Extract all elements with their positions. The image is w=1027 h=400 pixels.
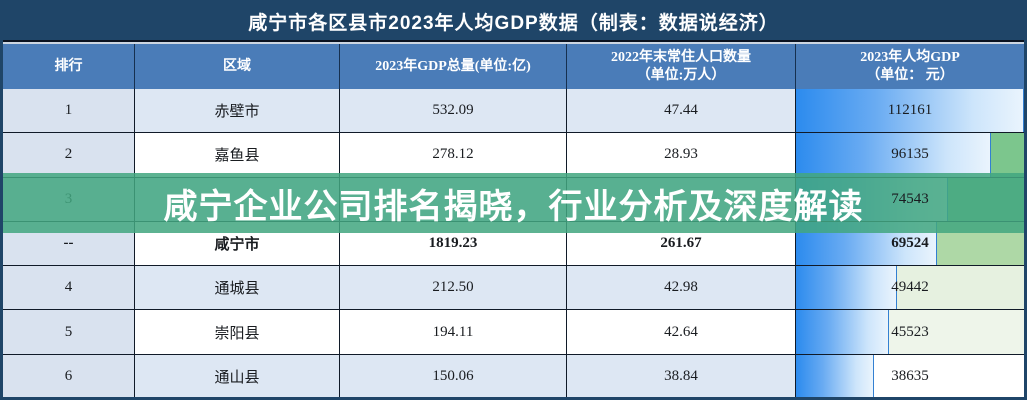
rank-cell: 1 bbox=[3, 89, 134, 133]
header-per-capita-gdp: 2023年人均GDP （单位： 元） bbox=[795, 44, 1024, 89]
population-cell: 42.98 bbox=[566, 266, 795, 310]
region-cell: 通山县 bbox=[134, 354, 339, 397]
per-capita-data-bar bbox=[796, 310, 889, 354]
table-header-row: 排行 区域 2023年GDP总量(单位:亿) 2022年末常住人口数量 （单位:… bbox=[3, 42, 1024, 89]
per-capita-cell: 96135 bbox=[795, 133, 1024, 177]
region-cell: 嘉鱼县 bbox=[134, 133, 339, 177]
header-rank: 排行 bbox=[54, 58, 83, 74]
rank-cell: 2 bbox=[3, 133, 134, 177]
per-capita-value: 49442 bbox=[891, 279, 929, 296]
per-capita-cell: 112161 bbox=[795, 89, 1024, 133]
per-capita-cell: 69524 bbox=[795, 221, 1024, 266]
per-capita-cell: 38635 bbox=[795, 354, 1024, 397]
table-row: 5 崇阳县 194.11 42.64 45523 bbox=[3, 309, 1024, 354]
table-row-total: -- 咸宁市 1819.23 261.67 69524 bbox=[3, 220, 1024, 266]
header-gdp-total: 2023年GDP总量(单位:亿) bbox=[339, 44, 566, 89]
rank-cell: 5 bbox=[3, 310, 134, 354]
rank-cell: 4 bbox=[3, 266, 134, 310]
population-cell bbox=[566, 177, 795, 221]
population-cell: 261.67 bbox=[566, 221, 795, 266]
region-cell: 崇阳县 bbox=[134, 310, 339, 354]
per-capita-data-bar bbox=[796, 133, 992, 177]
region-cell bbox=[134, 177, 339, 221]
region-cell: 赤壁市 bbox=[134, 89, 339, 133]
header-region: 区域 bbox=[134, 44, 339, 89]
header-population: 2022年末常住人口数量 （单位:万人） bbox=[566, 44, 795, 89]
table-body: 1 赤壁市 532.09 47.44 112161 2 嘉鱼县 278.12 2… bbox=[3, 89, 1024, 397]
gdp-cell: 532.09 bbox=[339, 89, 566, 133]
per-capita-cell: 74543 bbox=[795, 177, 1024, 221]
population-cell: 28.93 bbox=[566, 133, 795, 177]
gdp-cell: 212.50 bbox=[339, 266, 566, 310]
rank-cell: 3 bbox=[3, 177, 134, 221]
table-row: 2 嘉鱼县 278.12 28.93 96135 bbox=[3, 132, 1024, 177]
population-cell: 38.84 bbox=[566, 354, 795, 397]
per-capita-value: 38635 bbox=[891, 367, 929, 384]
per-capita-data-bar bbox=[796, 89, 1024, 133]
per-capita-cell: 45523 bbox=[795, 310, 1024, 354]
per-capita-value: 112161 bbox=[887, 102, 933, 119]
page-title: 咸宁市各区县市2023年人均GDP数据（制表：数据说经济） bbox=[3, 3, 1024, 42]
rank-cell: -- bbox=[3, 221, 134, 266]
region-cell: 咸宁市 bbox=[134, 221, 339, 266]
per-capita-data-bar bbox=[796, 354, 875, 397]
table-row: 6 通山县 150.06 38.84 38635 bbox=[3, 353, 1024, 397]
page-title-text: 咸宁市各区县市2023年人均GDP数据（制表：数据说经济） bbox=[248, 13, 779, 34]
per-capita-data-bar bbox=[796, 266, 897, 310]
table-row: 3 74543 bbox=[3, 176, 1024, 221]
per-capita-value: 96135 bbox=[891, 146, 929, 163]
table-row: 4 通城县 212.50 42.98 49442 bbox=[3, 265, 1024, 310]
rank-cell: 6 bbox=[3, 354, 134, 397]
gdp-cell: 194.11 bbox=[339, 310, 566, 354]
per-capita-value: 69524 bbox=[891, 234, 929, 251]
gdp-cell: 278.12 bbox=[339, 133, 566, 177]
gdp-cell bbox=[339, 177, 566, 221]
table-row: 1 赤壁市 532.09 47.44 112161 bbox=[3, 89, 1024, 133]
per-capita-value: 45523 bbox=[891, 323, 929, 340]
per-capita-value: 74543 bbox=[891, 190, 929, 207]
gdp-cell: 150.06 bbox=[339, 354, 566, 397]
gdp-cell: 1819.23 bbox=[339, 221, 566, 266]
per-capita-cell: 49442 bbox=[795, 266, 1024, 310]
population-cell: 47.44 bbox=[566, 89, 795, 133]
region-cell: 通城县 bbox=[134, 266, 339, 310]
population-cell: 42.64 bbox=[566, 310, 795, 354]
